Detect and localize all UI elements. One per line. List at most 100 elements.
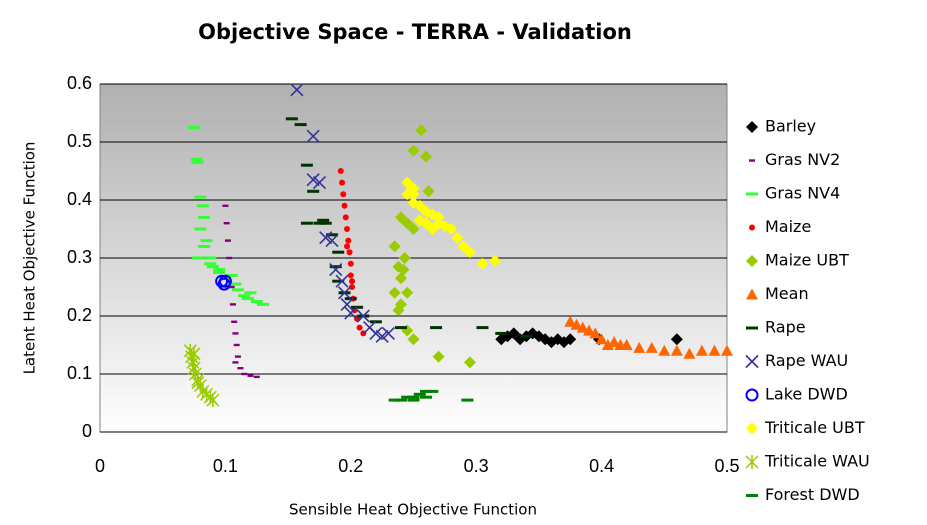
point: [218, 274, 232, 288]
point: [356, 324, 363, 331]
point: [721, 344, 733, 356]
point: [608, 336, 621, 348]
point: [349, 278, 356, 285]
point: [204, 256, 217, 260]
point: [191, 160, 204, 164]
point: [194, 227, 207, 231]
point: [397, 263, 410, 276]
point: [233, 343, 240, 347]
point: [319, 231, 333, 245]
point: [645, 341, 658, 353]
point: [422, 185, 435, 198]
point: [345, 237, 352, 244]
point: [307, 189, 320, 193]
legend-symbol: [746, 326, 758, 330]
point: [432, 350, 445, 363]
point: [347, 260, 354, 267]
point: [658, 344, 671, 356]
point: [564, 315, 577, 327]
point: [576, 321, 589, 333]
point: [319, 221, 332, 225]
point: [198, 244, 211, 248]
legend-symbol: [746, 422, 758, 435]
point: [401, 395, 414, 399]
point: [294, 123, 307, 127]
legend-symbol: [749, 224, 755, 231]
point: [457, 240, 470, 253]
legend-symbol: [749, 159, 755, 162]
x-tick-label: 0.1: [213, 456, 238, 476]
point: [407, 395, 420, 399]
point: [196, 204, 209, 208]
legend-label: Barley: [765, 117, 816, 136]
point: [329, 265, 342, 269]
point: [238, 294, 251, 298]
point: [337, 168, 344, 174]
point: [394, 398, 407, 402]
point: [226, 256, 233, 260]
legend-label: Rape: [765, 318, 806, 337]
point: [394, 326, 407, 330]
point: [332, 279, 345, 283]
point: [224, 239, 231, 242]
x-tick-label: 0.2: [338, 456, 363, 476]
point: [187, 346, 201, 361]
point: [614, 339, 627, 350]
point: [413, 199, 426, 212]
point: [285, 117, 298, 121]
point: [401, 188, 414, 201]
point: [225, 273, 238, 277]
point: [420, 395, 433, 399]
point: [520, 334, 533, 338]
point: [191, 256, 204, 260]
point: [570, 318, 583, 330]
y-tick-label: 0.6: [67, 73, 92, 93]
point: [420, 217, 433, 230]
point: [341, 202, 348, 209]
legend-label: Maize UBT: [765, 251, 849, 270]
point: [241, 297, 254, 301]
legend-label: Rape WAU: [765, 351, 848, 370]
point: [253, 375, 260, 379]
y-axis-label: Latent Heat Objective Function: [21, 142, 39, 375]
point: [375, 329, 389, 343]
point: [337, 286, 352, 300]
legend-symbol: [745, 455, 759, 469]
point: [589, 327, 602, 339]
point: [344, 243, 351, 250]
legend-symbol: [746, 192, 758, 196]
point: [306, 173, 320, 187]
point: [601, 339, 614, 350]
point: [407, 223, 420, 235]
point: [388, 240, 401, 253]
point: [191, 375, 205, 390]
chart-title: Objective Space - TERRA - Validation: [198, 20, 632, 44]
legend-symbol: [746, 288, 758, 300]
point: [231, 288, 244, 292]
point: [340, 191, 347, 198]
x-tick-label: 0: [95, 456, 105, 476]
point: [463, 356, 476, 369]
point: [340, 297, 354, 311]
legend-label: Gras NV4: [765, 184, 840, 203]
point: [198, 215, 211, 219]
point: [306, 129, 320, 143]
point: [407, 398, 420, 402]
point: [670, 344, 683, 356]
point: [394, 272, 407, 285]
point: [401, 286, 414, 299]
point: [300, 163, 313, 167]
point: [317, 218, 330, 222]
point: [241, 372, 248, 376]
y-tick-label: 0.2: [67, 305, 92, 325]
point: [476, 257, 489, 270]
point: [194, 195, 207, 199]
point: [257, 302, 270, 306]
point: [344, 226, 351, 232]
point: [335, 274, 349, 288]
point: [339, 179, 346, 186]
point: [325, 233, 338, 237]
legend-symbol: [745, 388, 759, 402]
point: [388, 398, 401, 402]
point: [633, 341, 646, 353]
